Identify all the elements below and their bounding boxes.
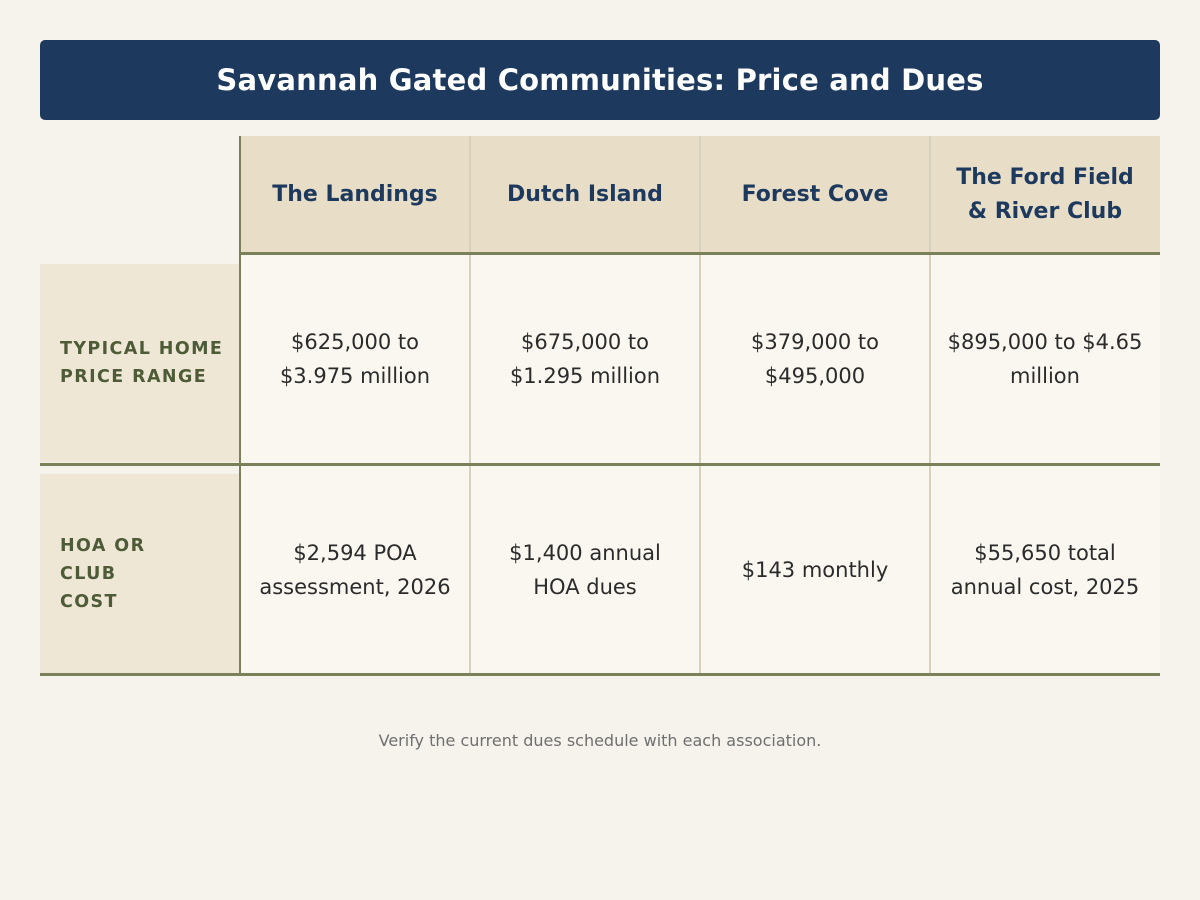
table-cell: $143 monthly — [700, 466, 930, 674]
row-header-divider — [239, 136, 241, 674]
title-banner: Savannah Gated Communities: Price and Du… — [40, 40, 1160, 120]
row-header-label: TYPICAL HOME PRICE RANGE — [60, 339, 224, 387]
column-divider — [469, 136, 471, 674]
table-cell: $2,594 POA assessment, 2026 — [240, 466, 470, 674]
column-header-dutch-island: Dutch Island — [470, 136, 700, 254]
row-header-home-price-range: TYPICAL HOME PRICE RANGE — [40, 264, 240, 462]
row-header-hoa-club-cost: HOA OR CLUB COST — [40, 474, 240, 674]
table-cell: $625,000 to $3.975 million — [240, 254, 470, 464]
column-header-label: The Ford Field & River Club — [956, 165, 1134, 224]
page-title: Savannah Gated Communities: Price and Du… — [216, 63, 984, 97]
table-cell: $55,650 total annual cost, 2025 — [930, 466, 1160, 674]
cell-value: $625,000 to $3.975 million — [279, 330, 431, 388]
cell-value: $55,650 total annual cost, 2025 — [950, 541, 1140, 599]
column-header-label: Forest Cove — [741, 182, 889, 207]
cell-value: $143 monthly — [741, 558, 889, 582]
cell-value: $379,000 to $495,000 — [751, 330, 879, 388]
row-header-label: HOA OR CLUB COST — [60, 536, 146, 612]
column-header-forest-cove: Forest Cove — [700, 136, 930, 254]
footnote: Verify the current dues schedule with ea… — [378, 731, 822, 750]
column-header-label: Dutch Island — [507, 182, 663, 207]
header-rule — [240, 252, 1160, 255]
table-cell: $1,400 annual HOA dues — [470, 466, 700, 674]
column-divider — [929, 136, 931, 674]
table-cell: $895,000 to $4.65 million — [930, 254, 1160, 464]
column-header-the-landings: The Landings — [240, 136, 470, 254]
comparison-table: The Landings Dutch Island Forest Cove Th… — [40, 136, 1160, 676]
table-cell: $675,000 to $1.295 million — [470, 254, 700, 464]
cell-value: $1,400 annual HOA dues — [509, 541, 661, 599]
column-header-label: The Landings — [272, 182, 438, 207]
cell-value: $2,594 POA assessment, 2026 — [259, 541, 451, 599]
cell-value: $675,000 to $1.295 million — [509, 330, 661, 388]
column-header-ford-field-river-club: The Ford Field & River Club — [930, 136, 1160, 254]
cell-value: $895,000 to $4.65 million — [947, 330, 1143, 388]
table-cell: $379,000 to $495,000 — [700, 254, 930, 464]
bottom-rule — [40, 673, 1160, 676]
column-divider — [699, 136, 701, 674]
row-rule — [40, 463, 1160, 466]
